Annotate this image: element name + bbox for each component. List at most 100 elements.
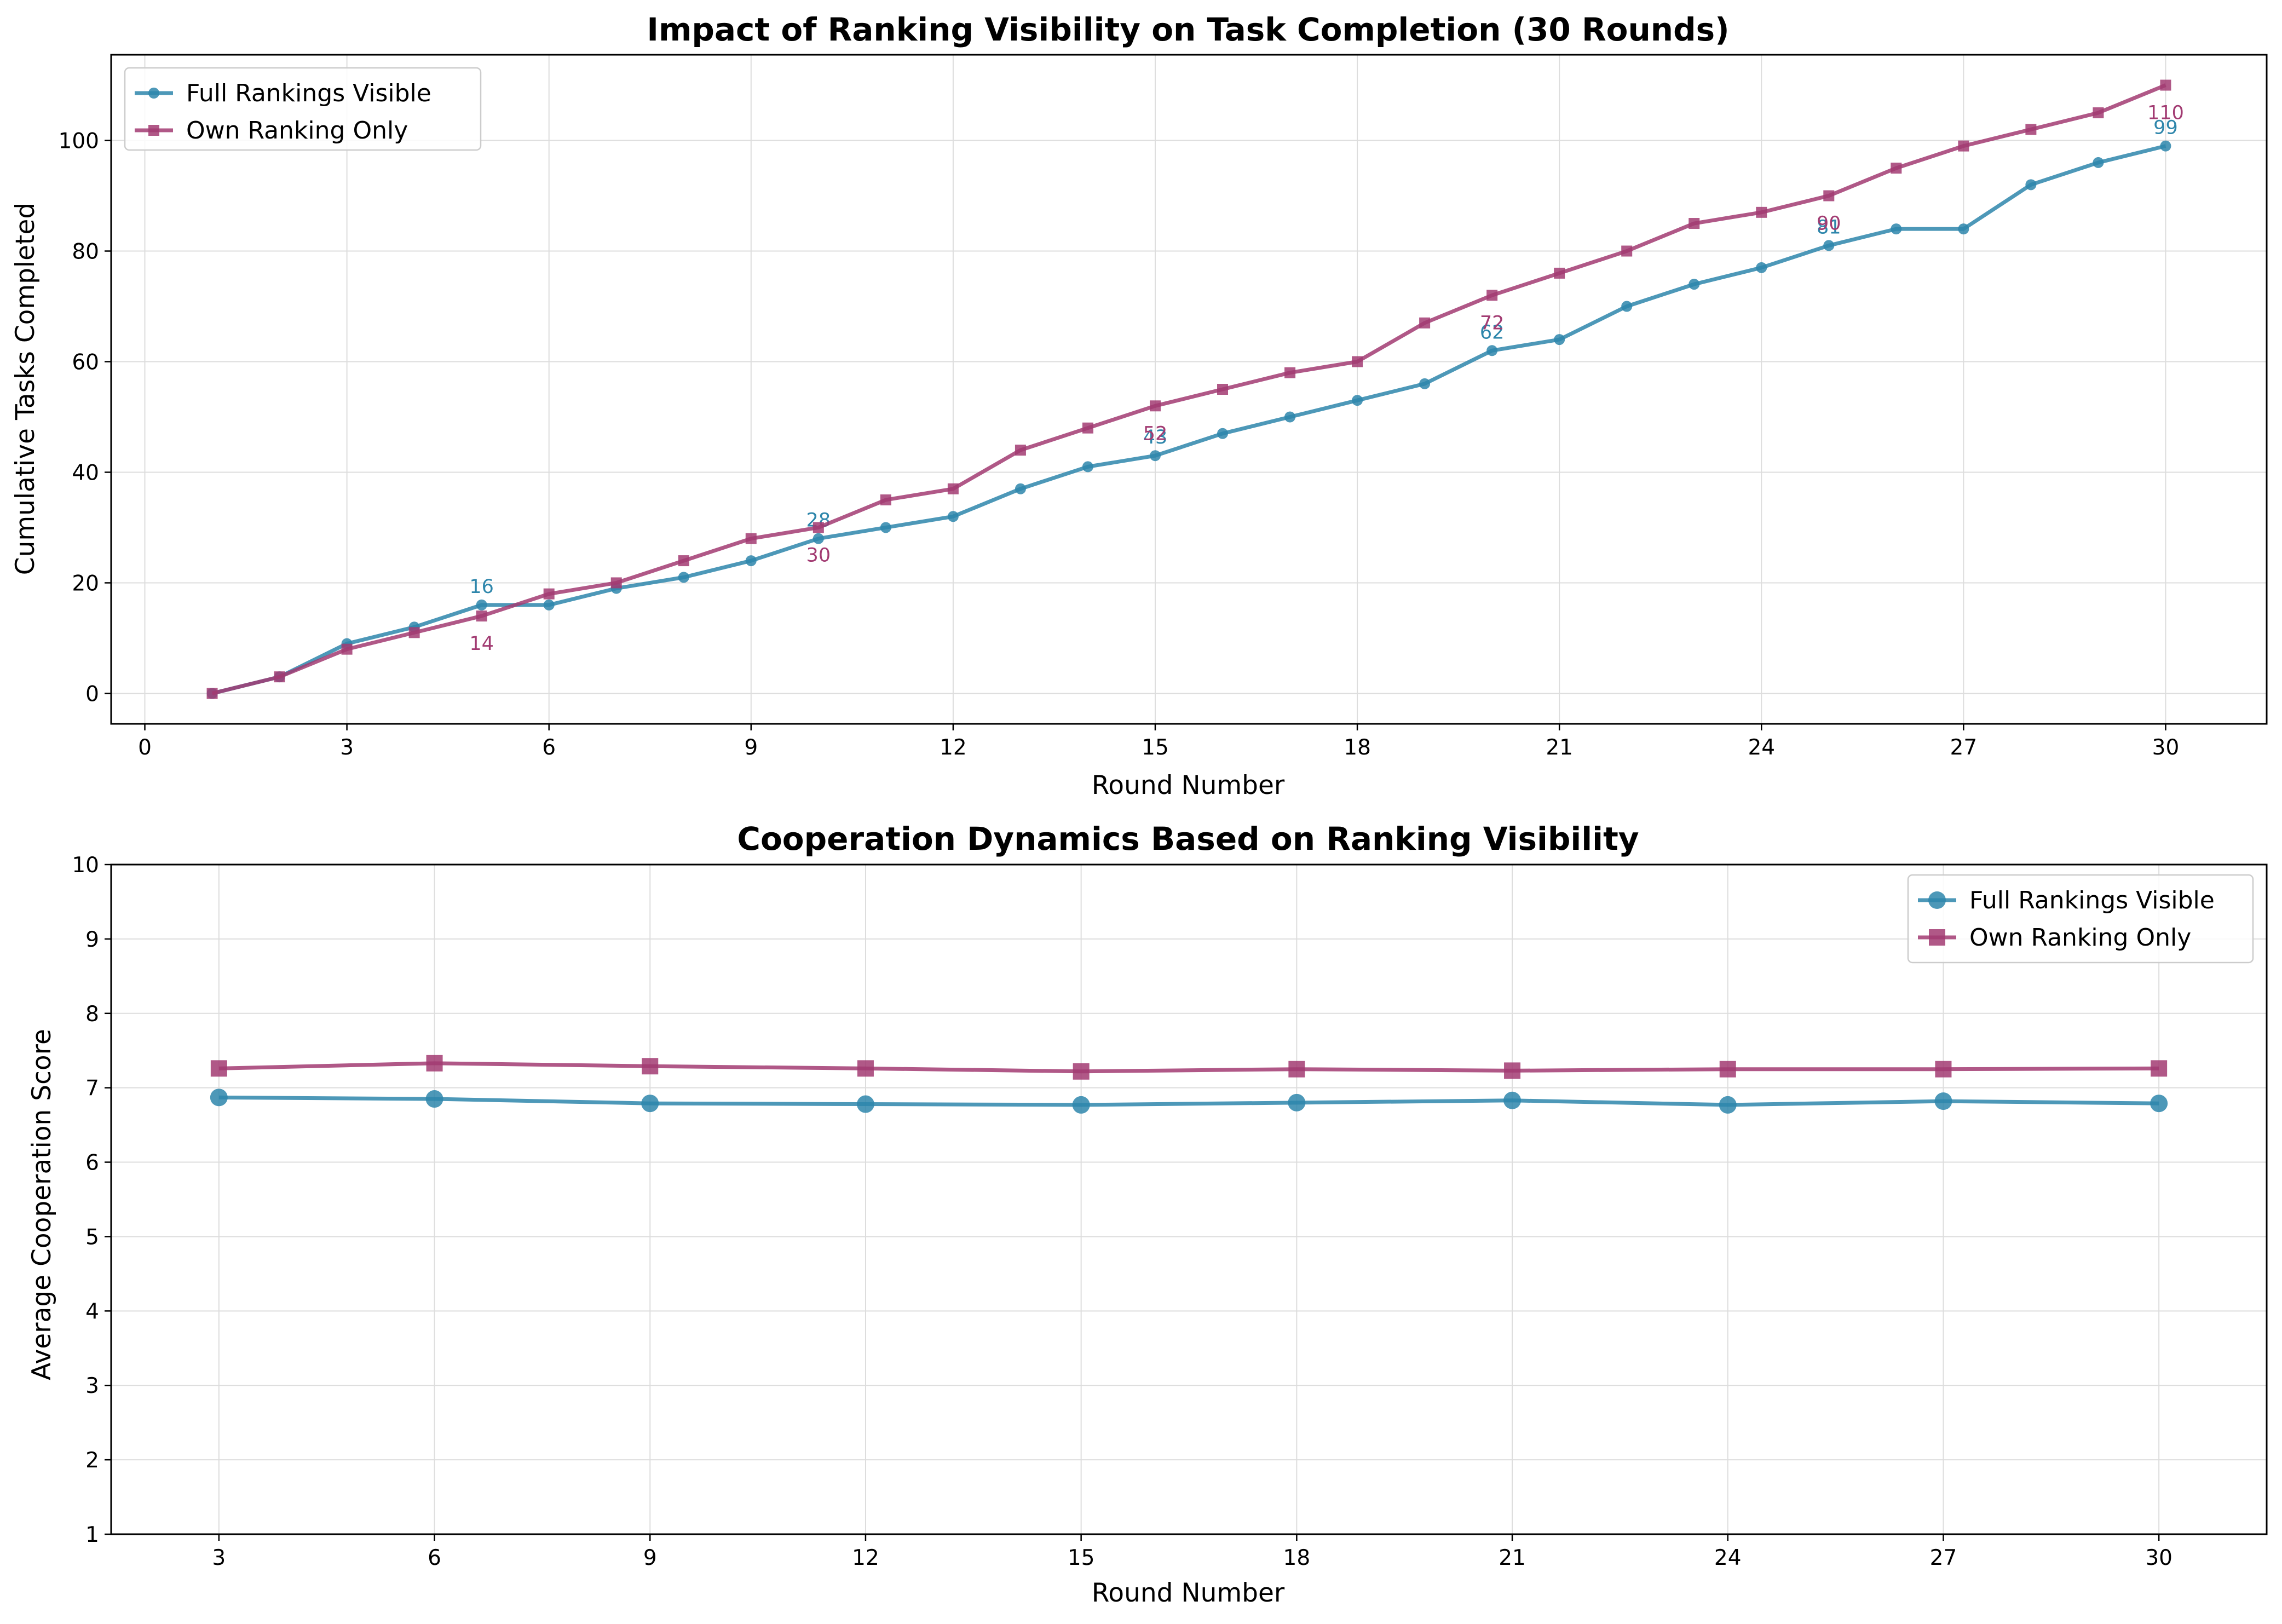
x-tick-label: 24: [1714, 1546, 1742, 1570]
legend: Full Rankings Visible Own Ranking Only: [1907, 874, 2254, 964]
plot-frame: [110, 863, 2268, 1535]
data-point-own: [476, 611, 487, 622]
x-tick-label: 15: [1068, 1546, 1095, 1570]
y-axis-label: Cumulative Tasks Completed: [10, 203, 41, 575]
data-point-full: [641, 1095, 659, 1113]
data-point-own: [1288, 1061, 1305, 1078]
data-point-full: [1217, 428, 1229, 439]
y-tick-label: 40: [72, 460, 99, 485]
x-tick-label: 3: [340, 735, 354, 760]
data-point-own: [1891, 163, 1902, 174]
data-point-own: [1217, 384, 1229, 395]
x-tick-label: 15: [1142, 735, 1169, 760]
data-label-full: 99: [2153, 117, 2178, 139]
legend-marker-own: [1929, 929, 1945, 946]
data-point-full: [856, 1095, 874, 1113]
data-point-own: [1419, 317, 1431, 329]
data-point-full: [812, 533, 824, 544]
data-point-full: [1149, 450, 1161, 462]
data-label-full: 62: [1480, 321, 1505, 343]
data-point-full: [1934, 1092, 1952, 1110]
data-point-own: [812, 522, 824, 533]
data-point-own: [1719, 1061, 1736, 1078]
data-point-own: [857, 1060, 874, 1077]
data-label-full: 43: [1143, 427, 1168, 448]
x-tick-label: 12: [852, 1546, 879, 1570]
chart-task-completion: Impact of Ranking Visibility on Task Com…: [10, 11, 2268, 801]
data-label-full: 16: [469, 576, 494, 598]
x-tick-label: 27: [1950, 735, 1978, 760]
data-point-full: [1486, 345, 1498, 356]
data-point-own: [745, 533, 757, 544]
grid: [111, 55, 2267, 724]
data-point-own: [1073, 1063, 1090, 1080]
x-tick-label: 0: [138, 735, 152, 760]
data-label-own: 90: [1817, 213, 1841, 235]
x-tick-label: 27: [1930, 1546, 1957, 1570]
data-point-own: [426, 1055, 443, 1072]
y-tick-label: 9: [85, 928, 99, 952]
data-point-own: [1756, 206, 1767, 218]
data-point-own: [341, 643, 353, 655]
data-point-full: [1352, 395, 1363, 406]
legend-box: [1907, 874, 2254, 964]
data-point-full: [1958, 223, 1969, 235]
data-point-own: [543, 588, 555, 600]
y-tick-label: 60: [72, 350, 99, 375]
data-point-own: [1621, 245, 1633, 257]
x-axis-label: Round Number: [1092, 1578, 1285, 1608]
data-point-full: [1719, 1096, 1737, 1114]
data-point-full: [947, 511, 959, 522]
data-point-own: [206, 688, 218, 699]
data-point-full: [2025, 179, 2037, 191]
data-point-full: [1621, 301, 1633, 312]
data-point-own: [2160, 79, 2171, 91]
x-tick-label: 18: [1344, 735, 1371, 760]
series-line-own: [218, 1061, 2159, 1074]
data-point-own: [210, 1060, 227, 1077]
data-point-full: [1689, 279, 1700, 290]
y-tick-label: 4: [85, 1299, 99, 1324]
data-point-own: [1504, 1062, 1521, 1079]
y-axis-label: Average Cooperation Score: [27, 1029, 57, 1380]
x-tick-label: 30: [2152, 735, 2180, 760]
data-point-full: [2150, 1095, 2168, 1113]
series-line-own: [211, 83, 2166, 695]
data-point-full: [678, 572, 689, 583]
data-point-own: [610, 577, 622, 589]
data-point-full: [1823, 240, 1835, 251]
x-tick-label: 6: [428, 1546, 441, 1570]
data-point-own: [1082, 422, 1093, 434]
data-point-full: [1503, 1091, 1522, 1109]
axis-ticks: 0 3 6 9 12 15 18 21 24 27 30 0 20 40 60 80 100: [59, 129, 2180, 760]
x-tick-label: 18: [1283, 1546, 1311, 1570]
legend: Full Rankings Visible Own Ranking Only: [124, 67, 482, 151]
data-point-own: [880, 494, 891, 505]
data-point-full: [1072, 1096, 1090, 1114]
x-axis-label: Round Number: [1092, 770, 1285, 801]
data-point-own: [1554, 267, 1565, 279]
data-label-own: 110: [2147, 102, 2184, 124]
plot-area: [210, 1055, 2168, 1114]
data-point-full: [1419, 378, 1431, 389]
data-point-own: [274, 671, 285, 683]
y-tick-label: 100: [59, 129, 99, 154]
data-point-own: [1149, 400, 1161, 412]
data-point-full: [1015, 483, 1026, 494]
data-point-own: [1823, 190, 1835, 201]
y-tick-label: 0: [85, 682, 99, 706]
y-tick-label: 80: [72, 240, 99, 264]
data-point-full: [476, 599, 487, 611]
legend-marker-full: [1928, 891, 1946, 909]
legend-label-own: Own Ranking Only: [1969, 924, 2191, 952]
y-tick-label: 1: [85, 1523, 99, 1547]
plot-frame: [110, 54, 2268, 725]
x-tick-label: 30: [2145, 1546, 2172, 1570]
y-tick-label: 10: [72, 853, 99, 878]
data-point-full: [2160, 140, 2171, 152]
x-tick-label: 9: [643, 1546, 657, 1570]
data-point-own: [642, 1058, 659, 1075]
chart-title: Impact of Ranking Visibility on Task Com…: [647, 11, 1729, 48]
data-point-full: [210, 1089, 228, 1107]
